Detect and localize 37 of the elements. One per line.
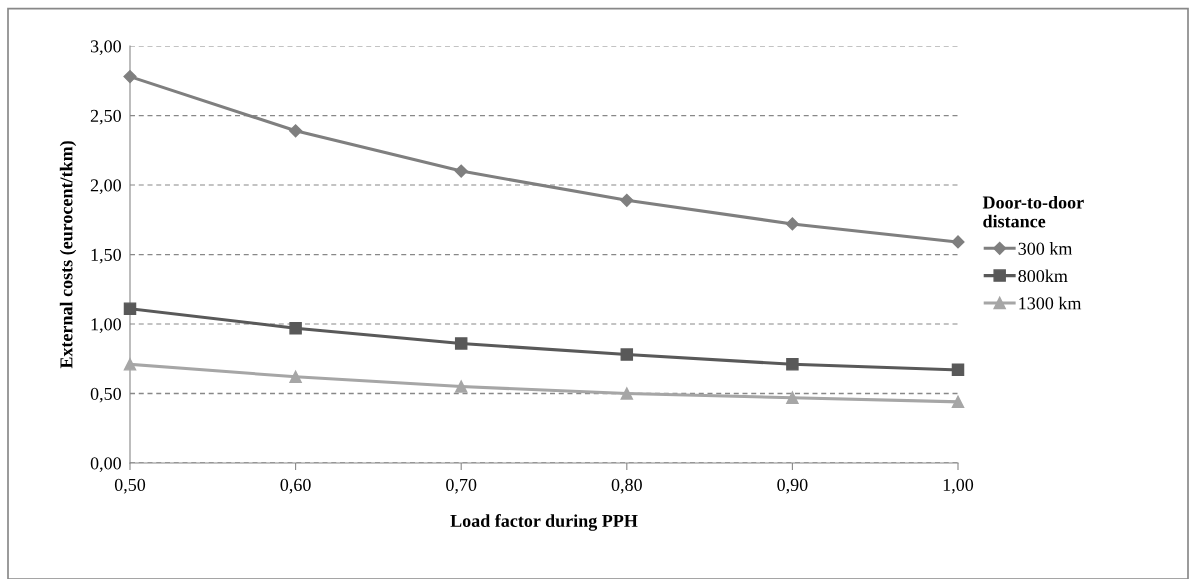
y-tick-label: 1,50 [91,248,121,264]
y-axis-title: External costs (eurocent/tkm) [59,141,77,369]
x-tick-label: 1,00 [943,478,974,494]
point [786,358,799,371]
point [289,124,303,138]
point [786,391,799,404]
point [951,363,965,377]
y-tick-label: 2,00 [90,179,121,195]
x-axis-title: Load factor during PPH [450,514,638,531]
point [123,358,137,371]
point [620,193,634,207]
x-tick-label: 0,70 [446,478,477,494]
legend-title: Door-to-door distance [982,195,1084,228]
legend-label: 1300 km [1019,296,1082,310]
point [289,370,302,384]
y-tick-label: 3,00 [90,40,121,56]
y-tick-label: 0,00 [90,457,121,473]
point [951,395,965,409]
point [620,348,634,361]
x-tick-label: 0,80 [611,478,642,494]
point [785,217,799,231]
legend-label: 300 km [1018,242,1073,255]
point [123,69,137,84]
point [454,164,468,178]
point [454,337,468,350]
point [454,380,468,393]
y-tick-label: 2,50 [90,109,121,125]
point [123,302,137,315]
legend-label: 800km [1018,269,1068,283]
x-tick-label: 0,90 [777,478,808,494]
x-tick-label: 0,60 [280,478,311,494]
point [951,235,965,249]
y-tick-label: 0,50 [90,387,121,403]
point [289,321,302,335]
x-tick-label: 0,50 [114,478,146,494]
point [620,387,634,400]
y-tick-label: 1,00 [91,318,121,334]
